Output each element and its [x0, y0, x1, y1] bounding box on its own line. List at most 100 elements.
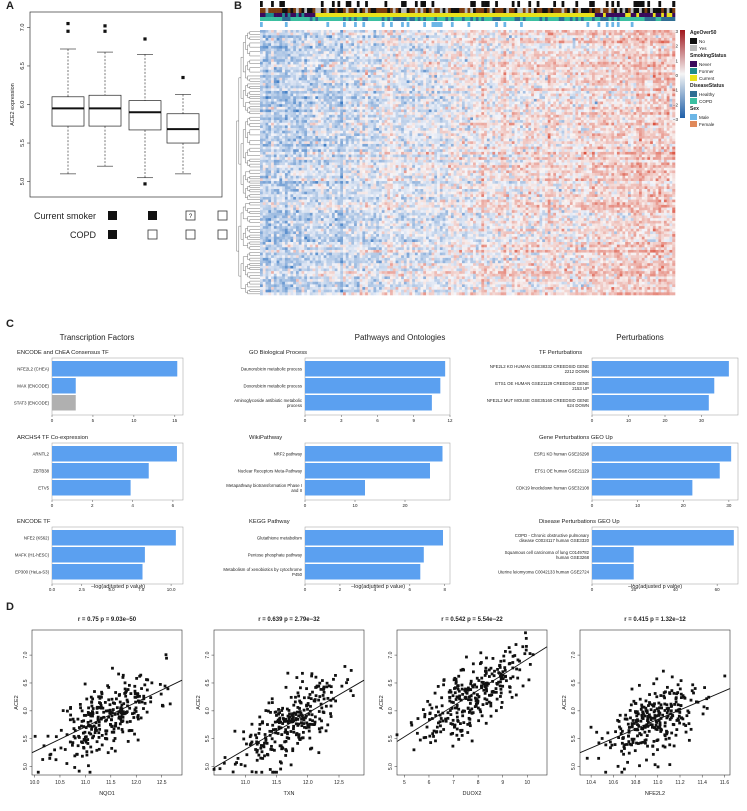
heatmap-cell — [559, 46, 562, 49]
annotation-cell — [600, 22, 603, 27]
heatmap-cell — [534, 35, 537, 38]
heatmap-cell — [429, 49, 432, 52]
heatmap-cell — [445, 78, 448, 81]
heatmap-cell — [658, 30, 661, 33]
heatmap-cell — [578, 67, 581, 70]
heatmap-cell — [398, 78, 401, 81]
annotation-cell — [636, 17, 639, 21]
heatmap-cell — [304, 91, 307, 94]
annotation-cell — [628, 8, 631, 13]
heatmap-cell — [365, 35, 368, 38]
heatmap-cell — [437, 43, 440, 46]
heatmap-cell — [553, 78, 556, 81]
heatmap-cell — [620, 41, 623, 44]
heatmap-cell — [454, 88, 457, 91]
heatmap-cell — [658, 41, 661, 44]
heatmap-cell — [634, 75, 637, 78]
annotation-cell — [545, 17, 548, 21]
heatmap-cell — [279, 83, 282, 86]
annotation-cell — [407, 8, 410, 13]
heatmap-cell — [346, 41, 349, 44]
heatmap-cell — [622, 96, 625, 99]
heatmap-cell — [343, 96, 346, 99]
annotation-cell — [346, 1, 349, 7]
annotation-cell — [545, 22, 548, 27]
annotation-cell — [575, 13, 578, 17]
heatmap-cell — [600, 51, 603, 54]
heatmap-cell — [531, 49, 534, 52]
heatmap-cell — [556, 54, 559, 57]
heatmap-cell — [559, 94, 562, 97]
heatmap-cell — [409, 30, 412, 33]
heatmap-cell — [310, 41, 313, 44]
heatmap-cell — [310, 33, 313, 36]
annotation-cell — [302, 22, 305, 27]
heatmap-cell — [586, 83, 589, 86]
heatmap-cell — [509, 38, 512, 41]
heatmap-cell — [263, 33, 266, 36]
heatmap-cell — [628, 35, 631, 38]
heatmap-cell — [429, 86, 432, 89]
heatmap-cell — [506, 70, 509, 73]
heatmap-cell — [307, 102, 310, 105]
heatmap-cell — [631, 83, 634, 86]
annotation-cell — [396, 1, 399, 7]
heatmap-cell — [645, 75, 648, 78]
heatmap-cell — [595, 70, 598, 73]
heatmap-cell — [304, 67, 307, 70]
heatmap-cell — [268, 94, 271, 97]
heatmap-cell — [573, 96, 576, 99]
heatmap-cell — [279, 88, 282, 91]
heatmap-cell — [343, 83, 346, 86]
heatmap-cell — [462, 102, 465, 105]
heatmap-cell — [556, 38, 559, 41]
heatmap-cell — [451, 43, 454, 46]
heatmap-cell — [512, 33, 515, 36]
heatmap-cell — [523, 78, 526, 81]
heatmap-cell — [459, 30, 462, 33]
heatmap-cell — [581, 64, 584, 67]
heatmap-cell — [545, 38, 548, 41]
heatmap-cell — [296, 59, 299, 62]
annotation-cell — [515, 22, 518, 27]
heatmap-cell — [285, 70, 288, 73]
heatmap-cell — [517, 72, 520, 75]
heatmap-cell — [639, 83, 642, 86]
heatmap-cell — [279, 67, 282, 70]
heatmap-cell — [476, 59, 479, 62]
annotation-cell — [617, 1, 620, 7]
heatmap-cell — [598, 49, 601, 52]
heatmap-cell — [335, 38, 338, 41]
heatmap-cell — [407, 88, 410, 91]
annotation-cell — [487, 8, 490, 13]
heatmap-cell — [628, 38, 631, 41]
heatmap-cell — [479, 99, 482, 102]
heatmap-cell — [279, 30, 282, 33]
heatmap-cell — [498, 99, 501, 102]
heatmap-cell — [620, 96, 623, 99]
heatmap-cell — [581, 59, 584, 62]
heatmap-cell — [307, 86, 310, 89]
heatmap-cell — [418, 43, 421, 46]
heatmap-cell — [454, 57, 457, 60]
heatmap-cell — [296, 54, 299, 57]
heatmap-cell — [528, 94, 531, 97]
annotation-cell — [642, 1, 645, 7]
heatmap-cell — [512, 38, 515, 41]
heatmap-cell — [548, 80, 551, 83]
heatmap-cell — [313, 41, 316, 44]
heatmap-cell — [368, 30, 371, 33]
annotation-cell — [368, 8, 371, 13]
heatmap-cell — [653, 96, 656, 99]
heatmap-cell — [415, 86, 418, 89]
heatmap-cell — [437, 38, 440, 41]
heatmap-cell — [382, 83, 385, 86]
heatmap-cell — [653, 99, 656, 102]
heatmap-cell — [432, 83, 435, 86]
heatmap-cell — [589, 33, 592, 36]
heatmap-cell — [581, 54, 584, 57]
y-tick-label: 5.0 — [20, 178, 26, 186]
heatmap-cell — [456, 86, 459, 89]
heatmap-cell — [373, 41, 376, 44]
heatmap-cell — [606, 67, 609, 70]
